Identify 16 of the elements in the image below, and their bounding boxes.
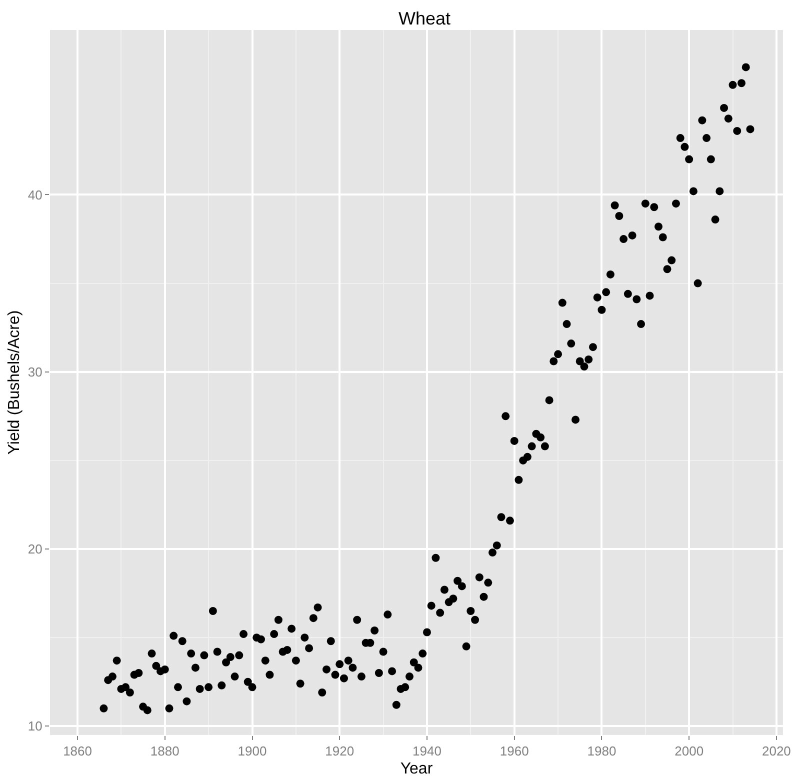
x-tick-label: 1940 <box>412 744 442 759</box>
x-tick-label: 1860 <box>63 744 92 759</box>
y-tick-label: 40 <box>28 187 42 202</box>
x-tick-label: 1880 <box>150 744 180 759</box>
x-tick-label: 2020 <box>762 744 791 759</box>
y-tick-label: 20 <box>28 542 42 557</box>
x-tick-label: 1980 <box>587 744 616 759</box>
x-tick-label: 1960 <box>500 744 529 759</box>
x-axis-title: Year <box>400 760 434 778</box>
y-tick-label: 30 <box>28 364 42 380</box>
chart-title: Wheat <box>398 8 451 28</box>
x-tick-label: 2000 <box>674 744 704 759</box>
x-tick-label: 1920 <box>325 744 354 759</box>
y-tick-label: 10 <box>28 718 42 734</box>
y-axis-title: Yield (Bushels/Acre) <box>6 310 23 455</box>
x-tick-label: 1900 <box>238 744 267 759</box>
